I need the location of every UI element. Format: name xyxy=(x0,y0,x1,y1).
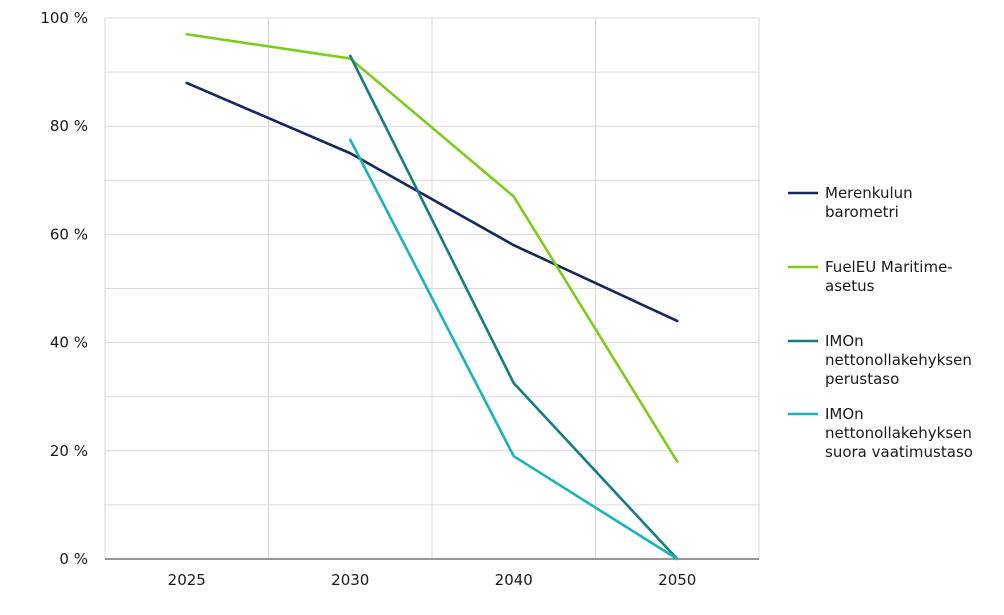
y-tick-label: 80 % xyxy=(50,117,88,135)
y-tick-label: 40 % xyxy=(50,334,88,352)
legend-label: IMOn xyxy=(825,405,864,423)
y-tick-label: 100 % xyxy=(40,9,88,27)
series-line-3 xyxy=(348,138,679,561)
legend-label: perustaso xyxy=(825,370,899,388)
series-line-1 xyxy=(185,32,679,463)
x-tick-label: 2040 xyxy=(495,571,533,589)
series-line-0 xyxy=(185,81,679,323)
x-tick-label: 2050 xyxy=(658,571,696,589)
legend-label: Merenkulun xyxy=(825,184,913,202)
legend-label: barometri xyxy=(825,203,899,221)
series-line-2 xyxy=(348,54,679,561)
legend-label: asetus xyxy=(825,277,875,295)
legend-label: nettonollakehyksen xyxy=(825,351,972,369)
legend-label: nettonollakehyksen xyxy=(825,424,972,442)
y-tick-label: 20 % xyxy=(50,442,88,460)
x-tick-label: 2025 xyxy=(168,571,206,589)
legend-label: FuelEU Maritime- xyxy=(825,258,953,276)
x-tick-label: 2030 xyxy=(331,571,369,589)
y-tick-label: 0 % xyxy=(59,550,88,568)
legend-label: IMOn xyxy=(825,332,864,350)
legend-label: suora vaatimustaso xyxy=(825,443,973,461)
y-tick-label: 60 % xyxy=(50,225,88,243)
